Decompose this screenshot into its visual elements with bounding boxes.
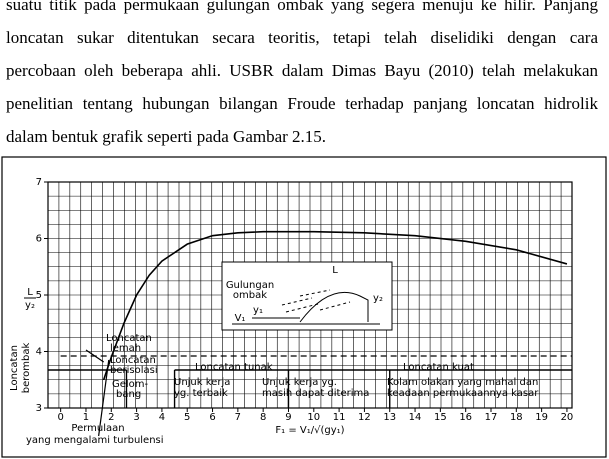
inset-box [221,261,393,331]
x-tick-label: 3 [133,412,139,423]
annotation: Loncatan kuat [403,362,474,373]
y-tick-label: 3 [36,403,42,414]
y-tick-label: 5 [36,290,42,301]
x-tick-label: 19 [535,412,548,423]
annotation: yg. terbaik [174,388,228,399]
y-tick-label: 6 [36,234,42,245]
x-tick-label: 10 [307,412,320,423]
annotation: Loncatan [106,333,152,344]
figure-frame [1,156,607,458]
y-label: L [27,287,33,298]
x-tick-label: 8 [260,412,266,423]
annotation: Gelom- [112,379,149,390]
x-tick-label: 14 [409,412,422,423]
annotation: Permulaan [71,423,124,434]
x-tick-label: 13 [383,412,396,423]
x-tick-label: 0 [57,412,63,423]
inset-label: y₁ [253,305,263,316]
x-tick-label: 5 [184,412,190,423]
x-tick-label: 4 [159,412,165,423]
inset-label: V₁ [235,313,246,324]
x-tick-label: 9 [285,412,291,423]
inset-label: Gulungan [226,280,274,291]
annotation: Loncatan tunak [195,362,273,373]
annotation: bang [116,389,141,400]
x-tick-label: 2 [108,412,114,423]
annotation: berisolasi [110,365,158,376]
x-tick-label: 20 [561,412,574,423]
y-tick-label: 7 [36,177,42,188]
x-tick-label: 17 [485,412,498,423]
text-line: loncatan sukar ditentukan secara teoriti… [6,28,598,47]
x-tick-label: 15 [434,412,447,423]
inset-label: y₂ [373,293,383,304]
text-line: penelitian tentang hubungan bilangan Fro… [6,94,598,113]
annotation: Unjuk kerja [174,377,230,388]
inset-label: L [332,265,338,276]
annotation: berombak [21,343,32,394]
y-tick-label: 4 [36,347,42,358]
annotation: Loncatan [9,345,20,391]
x-tick-label: 16 [459,412,472,423]
x-tick-label: 18 [510,412,523,423]
x-tick-label: 11 [333,412,346,423]
curve [102,230,568,381]
inset-sketch [232,291,380,325]
annotation: Loncatan [110,355,156,366]
x-tick-label: 1 [83,412,89,423]
divider [85,349,110,437]
x-label: F₁ = V₁/√(gy₁) [275,425,344,436]
annotation: Kolam olakan yang mahal dan [387,377,538,388]
marks [48,230,572,437]
x-tick-label: 12 [358,412,371,423]
annotation: lemah [110,343,141,354]
y-label: y₂ [25,300,35,311]
x-tick-label: 6 [209,412,215,423]
annotation: masih dapat diterima [262,388,369,399]
annotation: yang mengalami turbulensi [26,435,164,446]
text-line: suatu titik pada permukaan gulungan omba… [6,0,598,14]
inset-label: ombak [233,290,267,301]
annotation: keadaan permukaannya kasar [387,388,539,399]
text-line: percobaan oleh beberapa ahli. USBR dalam… [6,61,598,80]
text-line: dalam bentuk grafik seperti pada Gambar … [6,127,327,146]
x-tick-label: 7 [235,412,241,423]
annotation: Unjuk kerja yg. [262,377,337,388]
